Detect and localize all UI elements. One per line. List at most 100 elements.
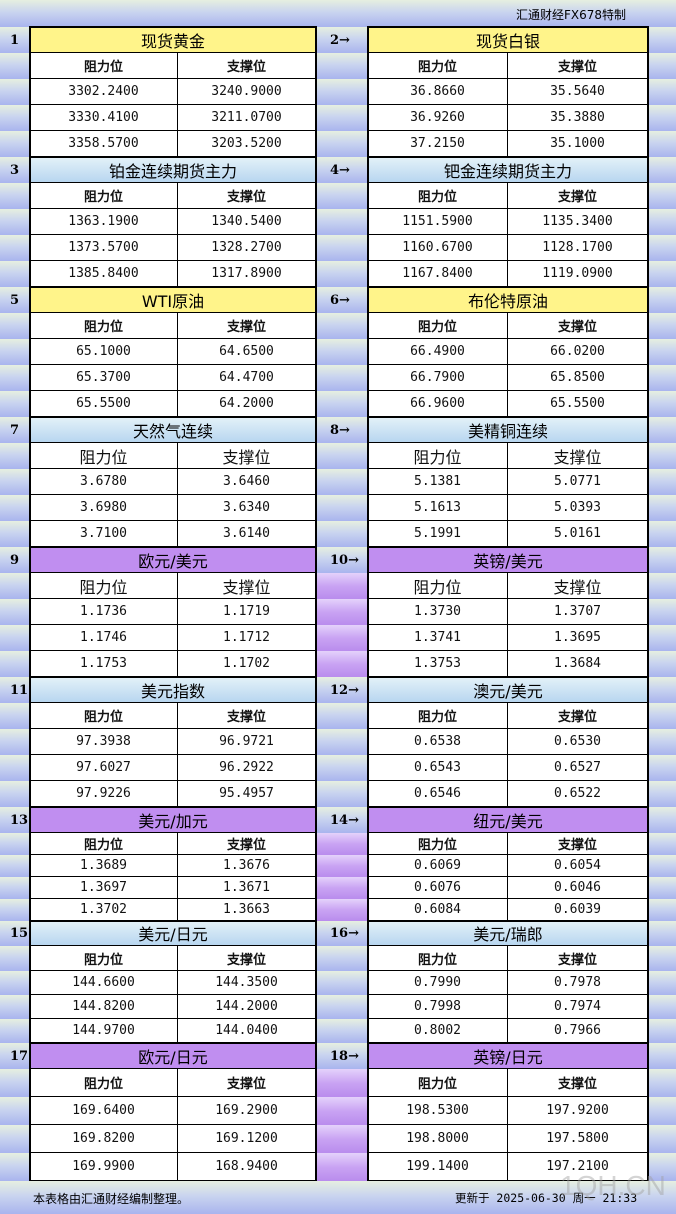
row-stripe-left — [0, 417, 30, 443]
support-value: 168.9400 — [178, 1153, 316, 1181]
row-stripe-left — [0, 995, 30, 1019]
support-value: 3203.5200 — [178, 131, 316, 157]
resistance-value: 144.9700 — [30, 1019, 178, 1043]
support-header: 支撑位 — [508, 946, 648, 971]
row-stripe-middle — [316, 339, 368, 365]
row-stripe-left — [0, 391, 30, 417]
footer-note: 本表格由汇通财经编制整理。 — [33, 1192, 190, 1206]
resistance-value: 1.3689 — [30, 855, 178, 877]
block-number: 14→ — [330, 812, 359, 828]
row-stripe-right — [648, 469, 676, 495]
resistance-value: 1.3730 — [368, 599, 508, 625]
instrument-title: 现货白银 — [368, 27, 648, 53]
block-number: 13 — [10, 812, 29, 828]
support-value: 144.2000 — [178, 995, 316, 1019]
row-stripe-left — [0, 183, 30, 209]
row-stripe-right — [648, 899, 676, 921]
row-stripe-right — [648, 313, 676, 339]
row-stripe-left — [0, 547, 30, 573]
row-stripe-middle — [316, 547, 368, 573]
resistance-value: 1.1746 — [30, 625, 178, 651]
row-stripe-middle — [316, 703, 368, 729]
block-number: 16→ — [330, 926, 359, 941]
resistance-header: 阻力位 — [30, 443, 178, 469]
instrument-title: 钯金连续期货主力 — [368, 157, 648, 183]
support-value: 1135.3400 — [508, 209, 648, 235]
support-value: 144.3500 — [178, 971, 316, 995]
row-stripe-middle — [316, 469, 368, 495]
support-header: 支撑位 — [178, 313, 316, 339]
support-header: 支撑位 — [508, 313, 648, 339]
resistance-value: 169.9900 — [30, 1153, 178, 1181]
resistance-value: 3.6780 — [30, 469, 178, 495]
row-stripe-right — [648, 625, 676, 651]
row-stripe-middle — [316, 131, 368, 157]
block-number: 7 — [10, 422, 20, 438]
resistance-value: 97.6027 — [30, 755, 178, 781]
row-stripe-left — [0, 469, 30, 495]
support-value: 96.2922 — [178, 755, 316, 781]
row-stripe-left — [0, 599, 30, 625]
block-number: 15 — [10, 926, 29, 941]
row-stripe-right — [648, 833, 676, 855]
instrument-title: 美元/加元 — [30, 807, 316, 833]
resistance-value: 0.6546 — [368, 781, 508, 807]
row-stripe-left — [0, 677, 30, 703]
row-stripe-middle — [316, 495, 368, 521]
row-stripe-right — [648, 521, 676, 547]
row-stripe-right — [648, 53, 676, 79]
row-stripe-left — [0, 921, 30, 946]
resistance-header: 阻力位 — [30, 833, 178, 855]
row-stripe-right — [648, 599, 676, 625]
resistance-value: 36.9260 — [368, 105, 508, 131]
block-number: 9 — [10, 552, 20, 568]
support-header: 支撑位 — [508, 53, 648, 79]
row-stripe-right — [648, 573, 676, 599]
row-stripe-middle — [316, 209, 368, 235]
instrument-title: 天然气连续 — [30, 417, 316, 443]
support-value: 1.3676 — [178, 855, 316, 877]
support-value: 0.6522 — [508, 781, 648, 807]
support-value: 1119.0900 — [508, 261, 648, 287]
row-stripe-middle — [316, 261, 368, 287]
resistance-value: 0.6076 — [368, 877, 508, 899]
support-value: 64.2000 — [178, 391, 316, 417]
resistance-value: 144.8200 — [30, 995, 178, 1019]
row-stripe-left — [0, 625, 30, 651]
row-stripe-right — [648, 443, 676, 469]
resistance-value: 169.8200 — [30, 1125, 178, 1153]
support-value: 0.6530 — [508, 729, 648, 755]
row-stripe-left — [0, 899, 30, 921]
support-value: 3211.0700 — [178, 105, 316, 131]
support-value: 1.1719 — [178, 599, 316, 625]
row-stripe-left — [0, 703, 30, 729]
support-header: 支撑位 — [178, 53, 316, 79]
row-stripe-middle — [316, 1125, 368, 1153]
support-value: 5.0771 — [508, 469, 648, 495]
support-value: 144.0400 — [178, 1019, 316, 1043]
instrument-title: 欧元/美元 — [30, 547, 316, 573]
row-stripe-left — [0, 105, 30, 131]
resistance-value: 66.9600 — [368, 391, 508, 417]
row-stripe-right — [648, 287, 676, 313]
block-number: 11 — [10, 682, 29, 698]
support-value: 3.6340 — [178, 495, 316, 521]
resistance-value: 3.7100 — [30, 521, 178, 547]
row-stripe-left — [0, 365, 30, 391]
row-stripe-middle — [316, 899, 368, 921]
block-number: 1 — [10, 32, 20, 48]
row-stripe-left — [0, 209, 30, 235]
row-stripe-left — [0, 946, 30, 971]
resistance-value: 169.6400 — [30, 1097, 178, 1125]
row-stripe-middle — [316, 995, 368, 1019]
support-value: 3.6140 — [178, 521, 316, 547]
support-value: 1328.2700 — [178, 235, 316, 261]
support-header: 支撑位 — [508, 1069, 648, 1097]
resistance-header: 阻力位 — [30, 703, 178, 729]
support-value: 1.3671 — [178, 877, 316, 899]
support-value: 1.3684 — [508, 651, 648, 677]
footer-bar — [0, 1181, 676, 1214]
support-value: 96.9721 — [178, 729, 316, 755]
support-value: 1317.8900 — [178, 261, 316, 287]
support-header: 支撑位 — [508, 703, 648, 729]
